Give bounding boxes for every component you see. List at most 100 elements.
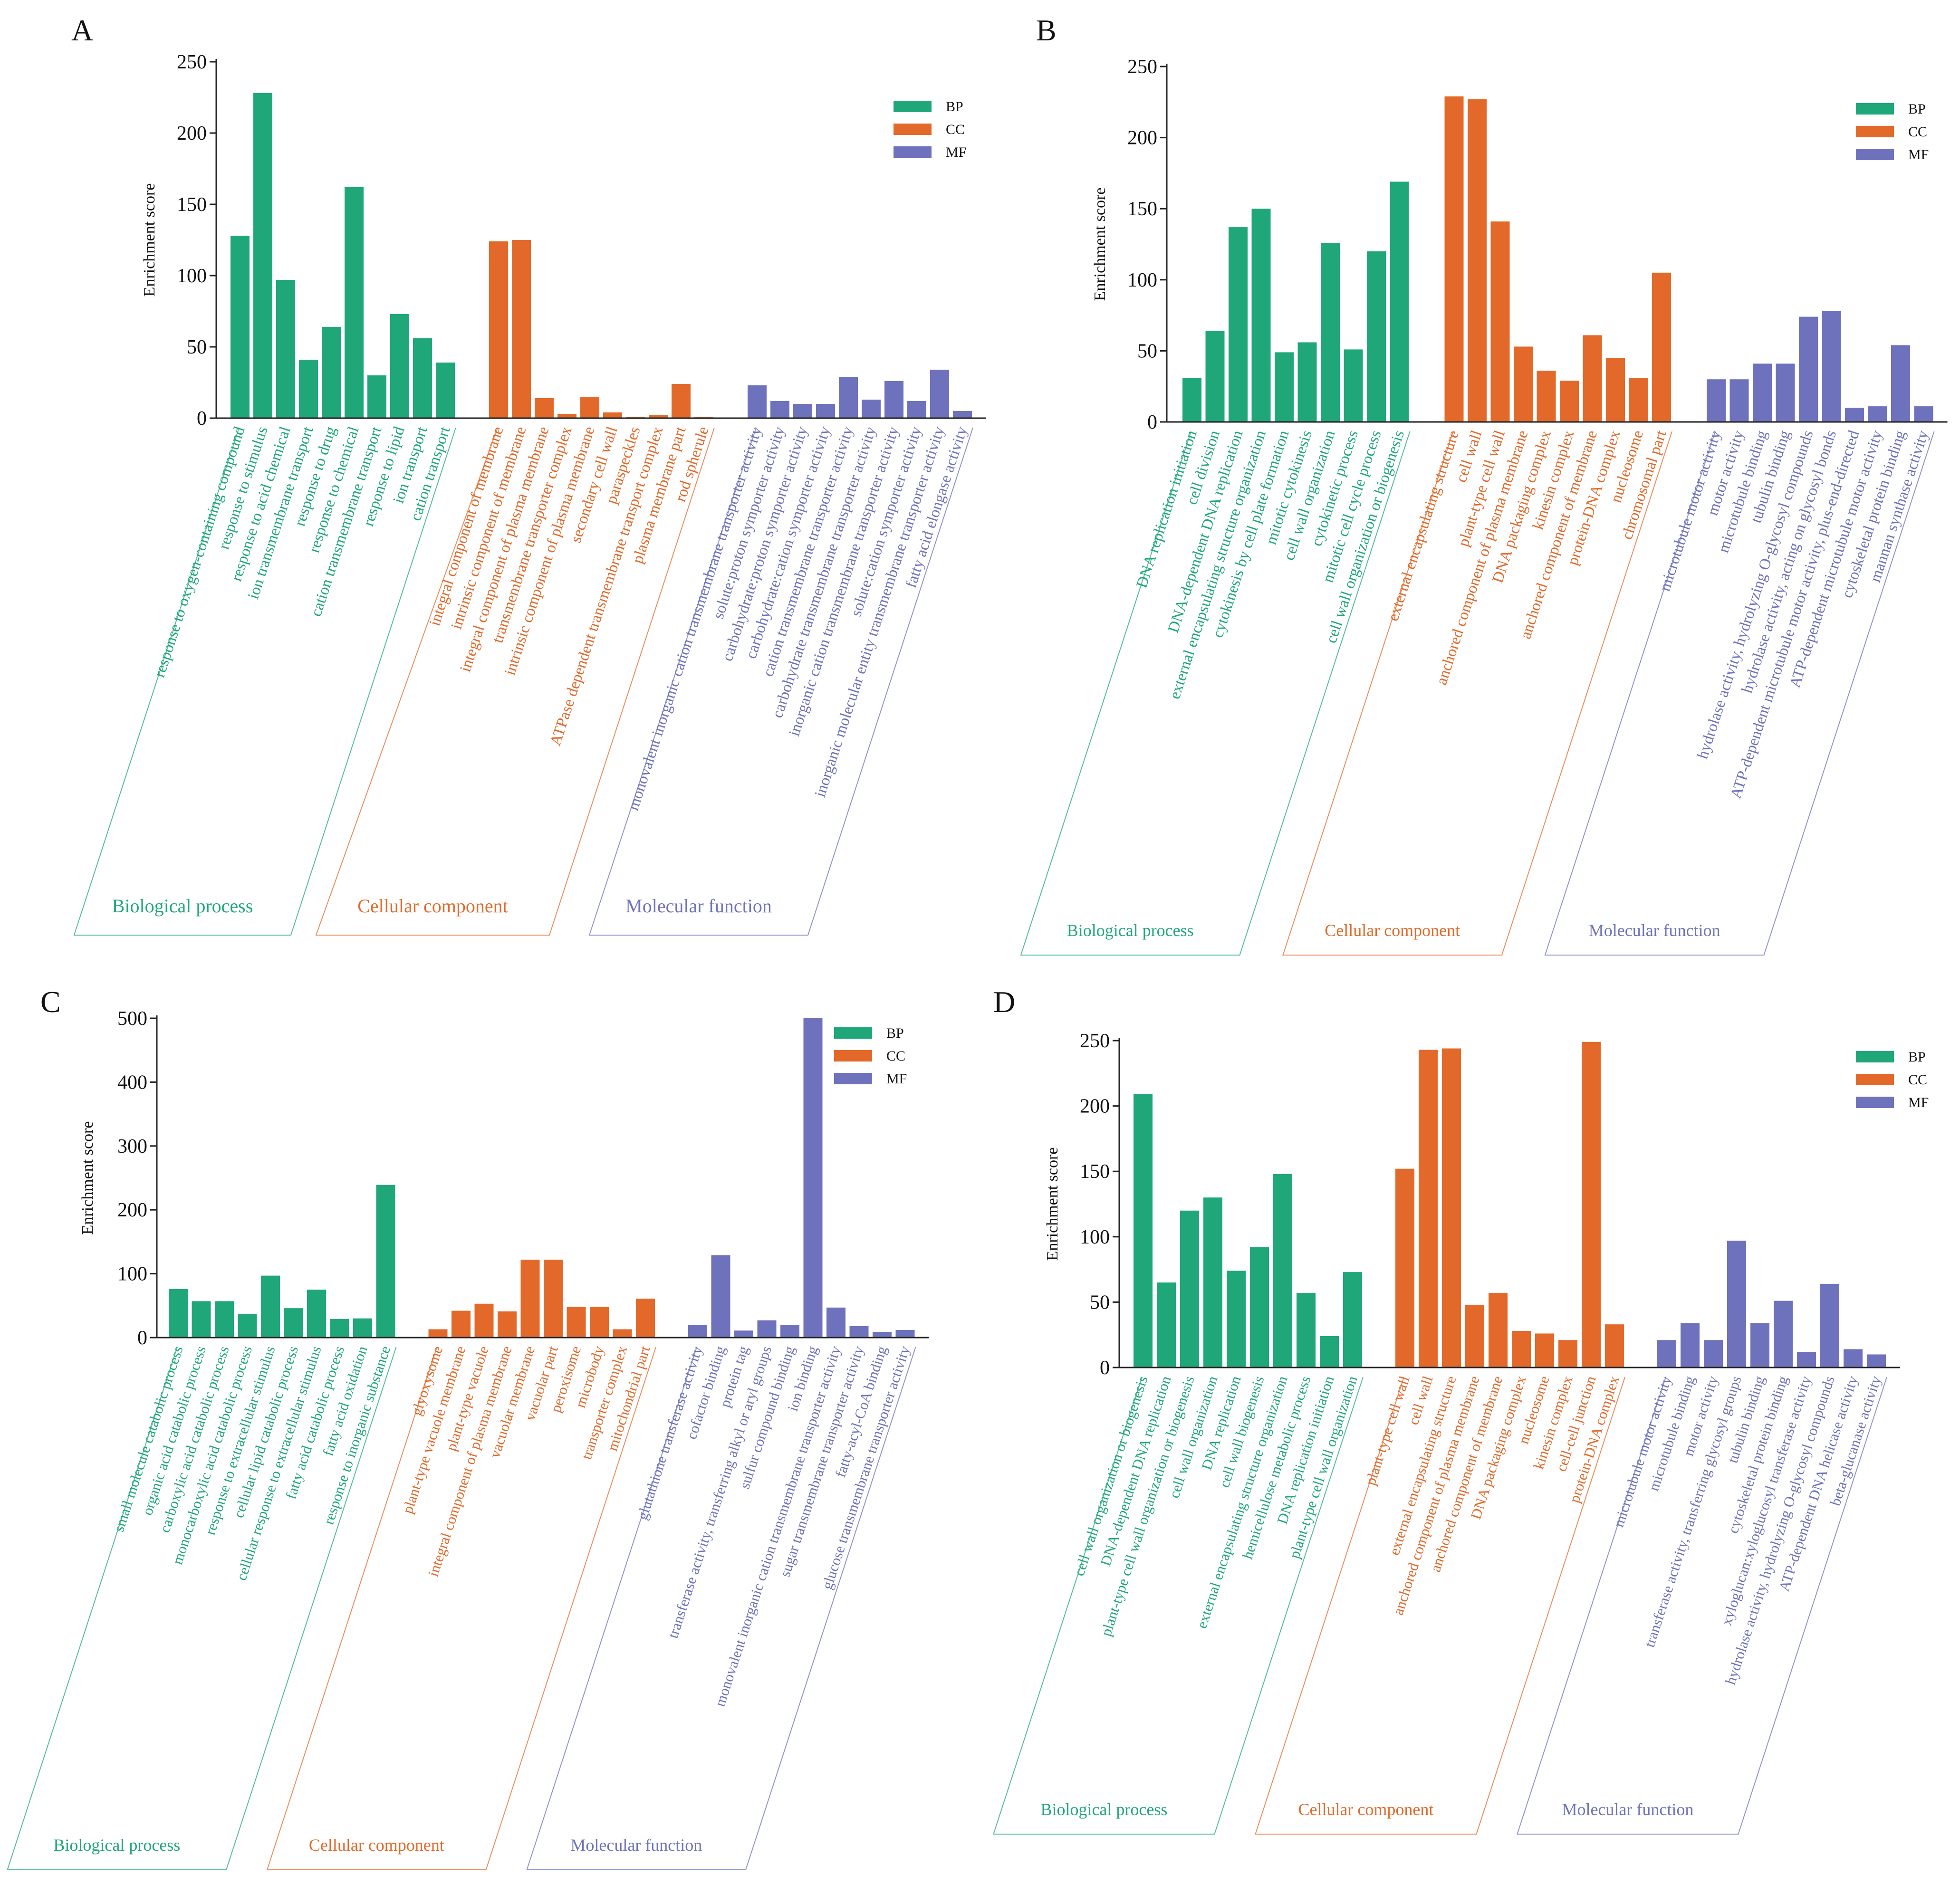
group-bracket (266, 1347, 656, 1870)
panel-letter: A (71, 13, 93, 47)
group-bracket (526, 1347, 916, 1870)
legend: BP CC MF (894, 99, 966, 160)
bar (1606, 358, 1625, 422)
bar (253, 93, 272, 418)
bar (1203, 1197, 1222, 1368)
legend: BP CC MF (1856, 101, 1929, 163)
panel-letter: B (1036, 13, 1057, 47)
group-bracket (7, 1347, 397, 1870)
legend-swatch-bp (1856, 1051, 1894, 1062)
y-axis-label: Enrichment score (141, 183, 158, 297)
group-title-cc: Cellular component (357, 895, 508, 917)
bar (1845, 408, 1864, 422)
y-tick-label: 0 (1147, 411, 1157, 433)
bar (1321, 243, 1340, 422)
y-tick-label: 50 (1090, 1291, 1110, 1313)
legend-label-bp: BP (1908, 101, 1926, 117)
bar (873, 1331, 892, 1338)
panel-d: D 0 50 100 150 200 250 Enrichment score cell wal… (993, 985, 1929, 1835)
bar (231, 236, 250, 418)
bar (688, 1325, 707, 1338)
group-bracket (1517, 1377, 1887, 1835)
bar (1367, 251, 1386, 422)
bar (603, 412, 622, 418)
bar (512, 240, 531, 418)
bar (1729, 379, 1749, 422)
bar (489, 241, 508, 418)
legend-swatch-cc (894, 124, 932, 135)
y-tick-label: 200 (1080, 1096, 1110, 1118)
bar (276, 280, 295, 418)
legend-label-cc: CC (1908, 124, 1927, 140)
bar (436, 363, 455, 418)
bar (169, 1289, 188, 1338)
bar (1273, 1174, 1292, 1368)
bar (757, 1320, 777, 1338)
legend-label-mf: MF (1908, 1095, 1929, 1110)
bar (307, 1290, 326, 1338)
bar (849, 1326, 869, 1338)
bar (793, 404, 812, 418)
legend-swatch-cc (1856, 1074, 1894, 1085)
bar (330, 1319, 349, 1338)
y-tick-label: 100 (117, 1263, 147, 1285)
panel-letter: C (40, 985, 61, 1019)
bar (238, 1314, 257, 1338)
panel-letter: D (993, 985, 1015, 1019)
bar (353, 1318, 372, 1338)
bar (1535, 1333, 1554, 1368)
bar (367, 375, 386, 418)
group-bracket (588, 427, 973, 936)
bar (1727, 1241, 1746, 1368)
y-tick-label: 150 (1127, 198, 1157, 220)
group-title-cc: Cellular component (1298, 1800, 1433, 1819)
series-bp: small molecule catabolic processorganic … (110, 1185, 395, 1582)
y-tick-label: 400 (117, 1071, 147, 1093)
bar (1489, 1293, 1508, 1368)
group-title-bp: Biological process (53, 1836, 180, 1855)
y-tick-label: 200 (1127, 127, 1157, 149)
bar (452, 1310, 471, 1338)
x-tick-label: response to oxygen-containing compound (151, 424, 249, 679)
legend-swatch-mf (834, 1073, 872, 1084)
group-bracket (1255, 1377, 1625, 1835)
bar (1444, 96, 1464, 422)
legend-swatch-mf (1856, 149, 1894, 160)
group-title-mf: Molecular function (1562, 1800, 1693, 1819)
y-tick-label: 200 (117, 1199, 147, 1221)
bar (261, 1275, 280, 1338)
bar (1891, 345, 1910, 422)
y-tick-label: 250 (1127, 56, 1157, 78)
bar (345, 187, 364, 418)
bar (1537, 371, 1556, 422)
y-tick-label: 50 (1137, 340, 1157, 362)
bar (816, 404, 835, 418)
group-bracket (993, 1377, 1364, 1835)
bar (1605, 1324, 1624, 1368)
bar (1320, 1336, 1339, 1368)
bar (1442, 1048, 1461, 1368)
bar (1774, 1301, 1793, 1368)
bar (770, 401, 789, 418)
bar (544, 1260, 563, 1338)
bar (862, 400, 881, 418)
legend-swatch-bp (1856, 103, 1894, 115)
bar (1560, 381, 1579, 422)
y-tick-label: 100 (177, 265, 207, 287)
y-tick-label: 250 (177, 51, 207, 73)
bar (1512, 1330, 1531, 1368)
y-tick-label: 300 (117, 1136, 147, 1157)
y-tick-label: 100 (1127, 269, 1157, 291)
bar (192, 1301, 211, 1338)
legend-swatch-cc (834, 1050, 872, 1062)
bar (711, 1255, 730, 1338)
bar (1582, 1042, 1601, 1368)
legend-swatch-bp (834, 1027, 872, 1039)
bar (474, 1303, 494, 1338)
